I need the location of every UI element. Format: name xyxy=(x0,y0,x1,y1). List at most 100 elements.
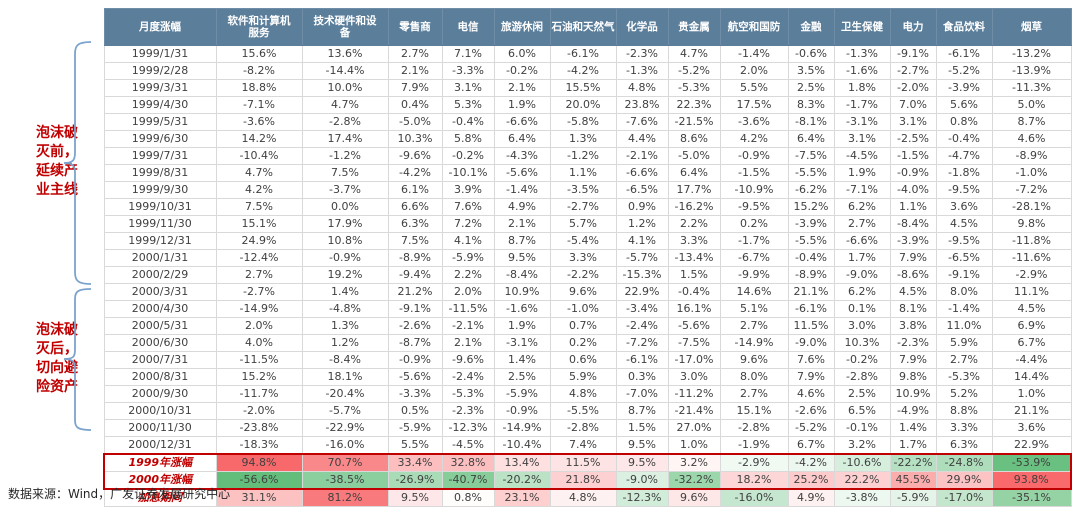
value-cell: 3.3% xyxy=(549,249,617,267)
value-cell: -6.5% xyxy=(615,181,669,199)
column-header: 零售商 xyxy=(387,8,443,46)
value-cell: -21.5% xyxy=(667,113,721,131)
value-cell: 3.1% xyxy=(889,113,937,131)
value-cell: 4.4% xyxy=(615,130,669,148)
summary-label: 2000年涨幅 xyxy=(103,471,217,490)
value-cell: 2.2% xyxy=(667,215,721,233)
table-row: 1999/10/31 7.5% 0.0% 6.6% 7.6% 4.9% -2.7% 0.9% -… xyxy=(103,198,1072,216)
value-cell: 7.9% xyxy=(889,351,937,369)
value-cell: -35.1% xyxy=(991,488,1072,507)
date-cell: 2000/3/31 xyxy=(103,283,217,301)
value-cell: -40.7% xyxy=(441,471,495,490)
value-cell: -5.8% xyxy=(549,113,617,131)
value-cell: -0.9% xyxy=(493,402,551,420)
value-cell: 7.1% xyxy=(441,45,495,63)
value-cell: -9.0% xyxy=(833,266,891,284)
value-cell: -0.9% xyxy=(889,164,937,182)
value-cell: 7.9% xyxy=(787,368,835,386)
value-cell: -7.1% xyxy=(215,96,303,114)
table-row: 2000/8/31 15.2% 18.1% -5.6% -2.4% 2.5% 5.9% 0.3… xyxy=(103,368,1072,386)
value-cell: -20.4% xyxy=(301,385,389,403)
value-cell: -8.9% xyxy=(387,249,443,267)
value-cell: -3.3% xyxy=(387,385,443,403)
value-cell: 1.4% xyxy=(301,283,389,301)
value-cell: 7.9% xyxy=(889,249,937,267)
value-cell: 3.0% xyxy=(667,368,721,386)
value-cell: 10.9% xyxy=(889,385,937,403)
value-cell: 17.7% xyxy=(667,181,721,199)
value-cell: 4.5% xyxy=(935,215,993,233)
column-header: 月度涨幅 xyxy=(103,8,217,46)
value-cell: -9.1% xyxy=(889,45,937,63)
table-row: 1999/7/31 -10.4% -1.2% -9.6% -0.2% -4.3% -1.2%… xyxy=(103,147,1072,165)
column-header: 软件和计算机 服务 xyxy=(215,8,303,46)
column-header: 贵金属 xyxy=(667,8,721,46)
value-cell: -56.6% xyxy=(215,471,303,490)
value-cell: 5.5% xyxy=(719,79,789,97)
value-cell: 6.4% xyxy=(787,130,835,148)
value-cell: -7.5% xyxy=(667,334,721,352)
value-cell: -14.9% xyxy=(719,334,789,352)
value-cell: -1.5% xyxy=(719,164,789,182)
value-cell: 15.6% xyxy=(215,45,303,63)
value-cell: 16.1% xyxy=(667,300,721,318)
value-cell: -1.2% xyxy=(549,147,617,165)
value-cell: 6.5% xyxy=(833,402,891,420)
value-cell: -3.6% xyxy=(719,113,789,131)
value-cell: -0.1% xyxy=(833,419,891,437)
value-cell: -13.9% xyxy=(991,62,1072,80)
value-cell: -5.9% xyxy=(889,488,937,507)
table-row: 1999/6/30 14.2% 17.4% 10.3% 5.8% 6.4% 1.3% 4.4%… xyxy=(103,130,1072,148)
value-cell: 21.1% xyxy=(787,283,835,301)
value-cell: -5.2% xyxy=(935,62,993,80)
value-cell: -2.4% xyxy=(615,317,669,335)
column-header: 石油和天然气 xyxy=(549,8,617,46)
value-cell: 0.9% xyxy=(615,198,669,216)
table-row: 2000/4/30 -14.9% -4.8% -9.1% -11.5% -1.6% -1.0… xyxy=(103,300,1072,318)
value-cell: 21.1% xyxy=(991,402,1072,420)
value-cell: 4.1% xyxy=(441,232,495,250)
value-cell: 18.1% xyxy=(301,368,389,386)
value-cell: 4.2% xyxy=(215,181,303,199)
value-cell: 6.4% xyxy=(493,130,551,148)
value-cell: -1.7% xyxy=(833,96,891,114)
table-row: 1999/5/31 -3.6% -2.8% -5.0% -0.4% -6.6% -5.8% -… xyxy=(103,113,1072,131)
value-cell: 2.1% xyxy=(387,62,443,80)
value-cell: 5.3% xyxy=(441,96,495,114)
value-cell: -14.4% xyxy=(301,62,389,80)
value-cell: 24.9% xyxy=(215,232,303,250)
value-cell: -2.1% xyxy=(615,147,669,165)
value-cell: 18.2% xyxy=(719,471,789,490)
date-cell: 2000/5/31 xyxy=(103,317,217,335)
value-cell: 6.4% xyxy=(667,164,721,182)
value-cell: -4.9% xyxy=(889,402,937,420)
header-row: 月度涨幅 软件和计算机 服务 技术硬件和设 备零售商 电信 旅游休闲 石油和天然气 化学品贵… xyxy=(103,8,1072,46)
value-cell: -26.9% xyxy=(387,471,443,490)
value-cell: 8.0% xyxy=(935,283,993,301)
value-cell: 1.1% xyxy=(889,198,937,216)
value-cell: -1.0% xyxy=(549,300,617,318)
summary-row: 2000年涨幅 -56.6% -38.5% -26.9% -40.7% -20.2% 21.… xyxy=(103,471,1072,490)
value-cell: 5.2% xyxy=(935,385,993,403)
value-cell: 45.5% xyxy=(889,471,937,490)
value-cell: 23.8% xyxy=(615,96,669,114)
value-cell: 6.0% xyxy=(493,45,551,63)
date-cell: 2000/8/31 xyxy=(103,368,217,386)
value-cell: 4.7% xyxy=(215,164,303,182)
value-cell: -7.6% xyxy=(615,113,669,131)
value-cell: 1.9% xyxy=(493,317,551,335)
value-cell: 2.7% xyxy=(935,351,993,369)
value-cell: -5.2% xyxy=(667,62,721,80)
value-cell: 4.9% xyxy=(493,198,551,216)
value-cell: 0.5% xyxy=(387,402,443,420)
value-cell: -0.4% xyxy=(441,113,495,131)
value-cell: 6.2% xyxy=(833,283,891,301)
value-cell: 93.8% xyxy=(991,471,1072,490)
value-cell: -16.0% xyxy=(719,488,789,507)
value-cell: -5.3% xyxy=(667,79,721,97)
value-cell: -2.4% xyxy=(441,368,495,386)
value-cell: 1.5% xyxy=(667,266,721,284)
value-cell: 3.9% xyxy=(441,181,495,199)
value-cell: -9.6% xyxy=(387,147,443,165)
column-header: 烟草 xyxy=(991,8,1072,46)
